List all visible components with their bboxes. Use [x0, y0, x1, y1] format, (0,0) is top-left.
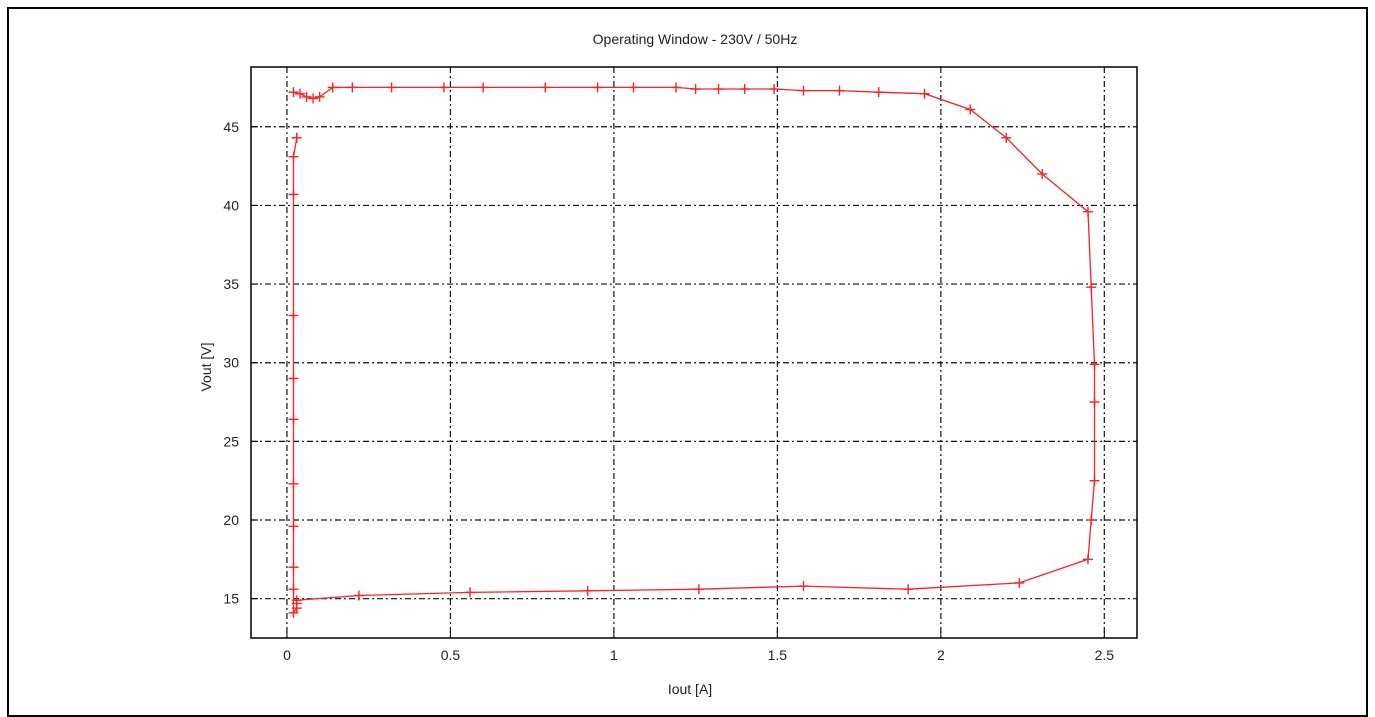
data-point: [288, 607, 299, 618]
data-point: [798, 581, 809, 592]
y-tick-label: 40: [223, 197, 239, 213]
x-tick-label: 1.5: [768, 647, 788, 663]
data-point: [582, 585, 593, 596]
data-point: [1014, 577, 1025, 588]
data-point: [919, 88, 930, 99]
grid: [251, 67, 1137, 638]
y-tick-label: 30: [223, 355, 239, 371]
data-point: [713, 84, 724, 95]
data-point: [327, 82, 338, 93]
data-point: [288, 414, 299, 425]
data-point: [769, 84, 780, 95]
x-tick-label: 2.5: [1095, 647, 1115, 663]
data-point: [1082, 554, 1093, 565]
data-point: [1037, 168, 1048, 179]
data-point: [288, 584, 299, 595]
data-point: [1089, 359, 1100, 370]
y-tick-label: 25: [223, 433, 239, 449]
data-point: [308, 93, 319, 104]
data-point: [295, 88, 306, 99]
series-line: [292, 86, 1096, 615]
plot-area: [250, 66, 1138, 639]
data-point: [347, 82, 358, 93]
data-point: [873, 87, 884, 98]
data-point: [386, 82, 397, 93]
data-point: [353, 590, 364, 601]
data-point: [301, 91, 312, 102]
data-point: [314, 91, 325, 102]
y-axis-label: Vout [V]: [198, 342, 214, 391]
data-point: [903, 584, 914, 595]
data-point: [1089, 475, 1100, 486]
data-point: [288, 310, 299, 321]
data-point: [288, 562, 299, 573]
data-point: [288, 521, 299, 532]
data-point: [628, 82, 639, 93]
data-point: [693, 584, 704, 595]
data-point: [798, 85, 809, 96]
axis-ticks: 0 0.5 1 1.5 2 2.5 15 20 25 30 35 40 45: [223, 119, 1114, 663]
y-tick-label: 45: [223, 119, 239, 135]
data-point: [540, 82, 551, 93]
y-tick-label: 35: [223, 276, 239, 292]
data-point: [465, 587, 476, 598]
x-axis-label: Iout [A]: [668, 681, 712, 697]
data-point: [288, 373, 299, 384]
data-point: [1089, 397, 1100, 408]
data-point: [1086, 515, 1097, 526]
data-point: [288, 151, 299, 162]
data-point: [288, 478, 299, 489]
x-tick-label: 2: [937, 647, 945, 663]
data-point: [739, 84, 750, 95]
data-point: [1082, 206, 1093, 217]
x-tick-label: 0: [283, 647, 291, 663]
data-point: [1001, 132, 1012, 143]
series: [288, 82, 1100, 618]
x-tick-label: 1: [610, 647, 618, 663]
data-point: [288, 189, 299, 200]
data-point: [1086, 282, 1097, 293]
data-point: [438, 82, 449, 93]
chart-title: Operating Window - 230V / 50Hz: [593, 31, 798, 47]
data-point: [671, 82, 682, 93]
data-point: [478, 82, 489, 93]
data-point: [291, 132, 302, 143]
data-point: [690, 84, 701, 95]
data-point: [965, 104, 976, 115]
x-tick-label: 0.5: [441, 647, 461, 663]
y-tick-label: 20: [223, 512, 239, 528]
data-point: [834, 85, 845, 96]
data-point: [592, 82, 603, 93]
data-point: [288, 87, 299, 98]
y-tick-label: 15: [223, 591, 239, 607]
